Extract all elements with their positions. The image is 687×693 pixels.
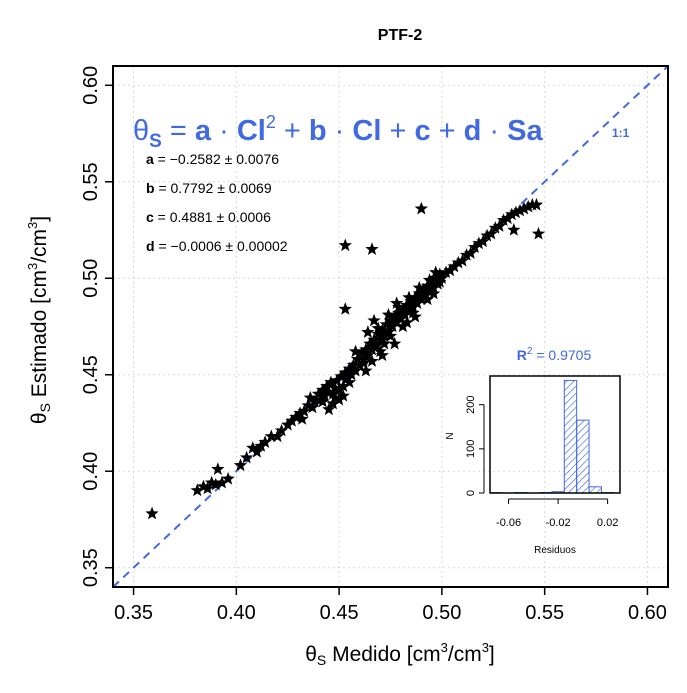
data-point [365, 242, 378, 255]
inset-frame [490, 376, 620, 493]
inset-r2-label: R2 = 0.9705 [517, 346, 592, 363]
x-tick-label: 0.50 [422, 602, 461, 624]
inset-x-tick-label: -0.06 [496, 517, 521, 529]
inset-x-ticks: -0.06 -0.02 0.02 [496, 499, 618, 529]
equation-text: θS = a · Cl2 + b · Cl + c + d · Sa [133, 112, 543, 152]
x-tick-label: 0.35 [114, 602, 153, 624]
data-point [507, 223, 520, 236]
coefficient-a: a = −0.2582 ± 0.0076 [146, 151, 279, 167]
data-point [532, 227, 545, 240]
inset-y-ticks: 0 100 200 [465, 396, 484, 497]
y-tick-label: 0.50 [80, 259, 102, 298]
y-tick-label: 0.60 [80, 66, 102, 105]
chart-title: PTF-2 [378, 27, 423, 44]
data-point [415, 202, 428, 215]
coefficient-b: b = 0.7792 ± 0.0069 [146, 180, 272, 196]
y-tick-label: 0.35 [80, 548, 102, 587]
data-point [339, 238, 352, 251]
x-tick-label: 0.55 [525, 602, 564, 624]
inset-histogram-bars [490, 380, 614, 493]
y-tick-label: 0.40 [80, 452, 102, 491]
x-tick-label: 0.40 [217, 602, 256, 624]
data-point [145, 507, 158, 520]
data-point [339, 302, 352, 315]
y-axis-label: θS Estimado [cm3/cm3] [25, 216, 53, 424]
y-tick-label: 0.45 [80, 355, 102, 394]
coefficient-d: d = −0.0006 ± 0.00002 [146, 238, 288, 254]
coefficient-c: c = 0.4881 ± 0.0006 [146, 209, 271, 225]
one-to-one-label: 1:1 [612, 126, 630, 140]
y-tick-label: 0.55 [80, 162, 102, 201]
inset-y-tick-label: 100 [465, 440, 477, 458]
coefficients-list: a = −0.2582 ± 0.0076 b = 0.7792 ± 0.0069 c… [146, 151, 288, 254]
histogram-bar [564, 380, 576, 493]
x-tick-label: 0.60 [628, 602, 667, 624]
x-axis-ticks: 0.35 0.40 0.45 0.50 0.55 0.60 [114, 587, 667, 624]
inset-x-tick-label: 0.02 [597, 517, 618, 529]
data-point [361, 325, 374, 338]
histogram-bar [589, 487, 601, 493]
y-axis-ticks: 0.35 0.40 0.45 0.50 0.55 0.60 [80, 66, 113, 587]
inset-y-tick-label: 200 [465, 396, 477, 414]
inset-y-label: N [445, 432, 456, 439]
histogram-bar [577, 420, 589, 493]
inset-x-tick-label: -0.02 [546, 517, 571, 529]
inset-y-tick-label: 0 [465, 490, 477, 496]
data-point [211, 462, 224, 475]
x-axis-label: θS Medido [cm3/cm3] [305, 640, 495, 668]
inset-x-label: Residuos [534, 545, 576, 556]
x-tick-label: 0.45 [320, 602, 359, 624]
